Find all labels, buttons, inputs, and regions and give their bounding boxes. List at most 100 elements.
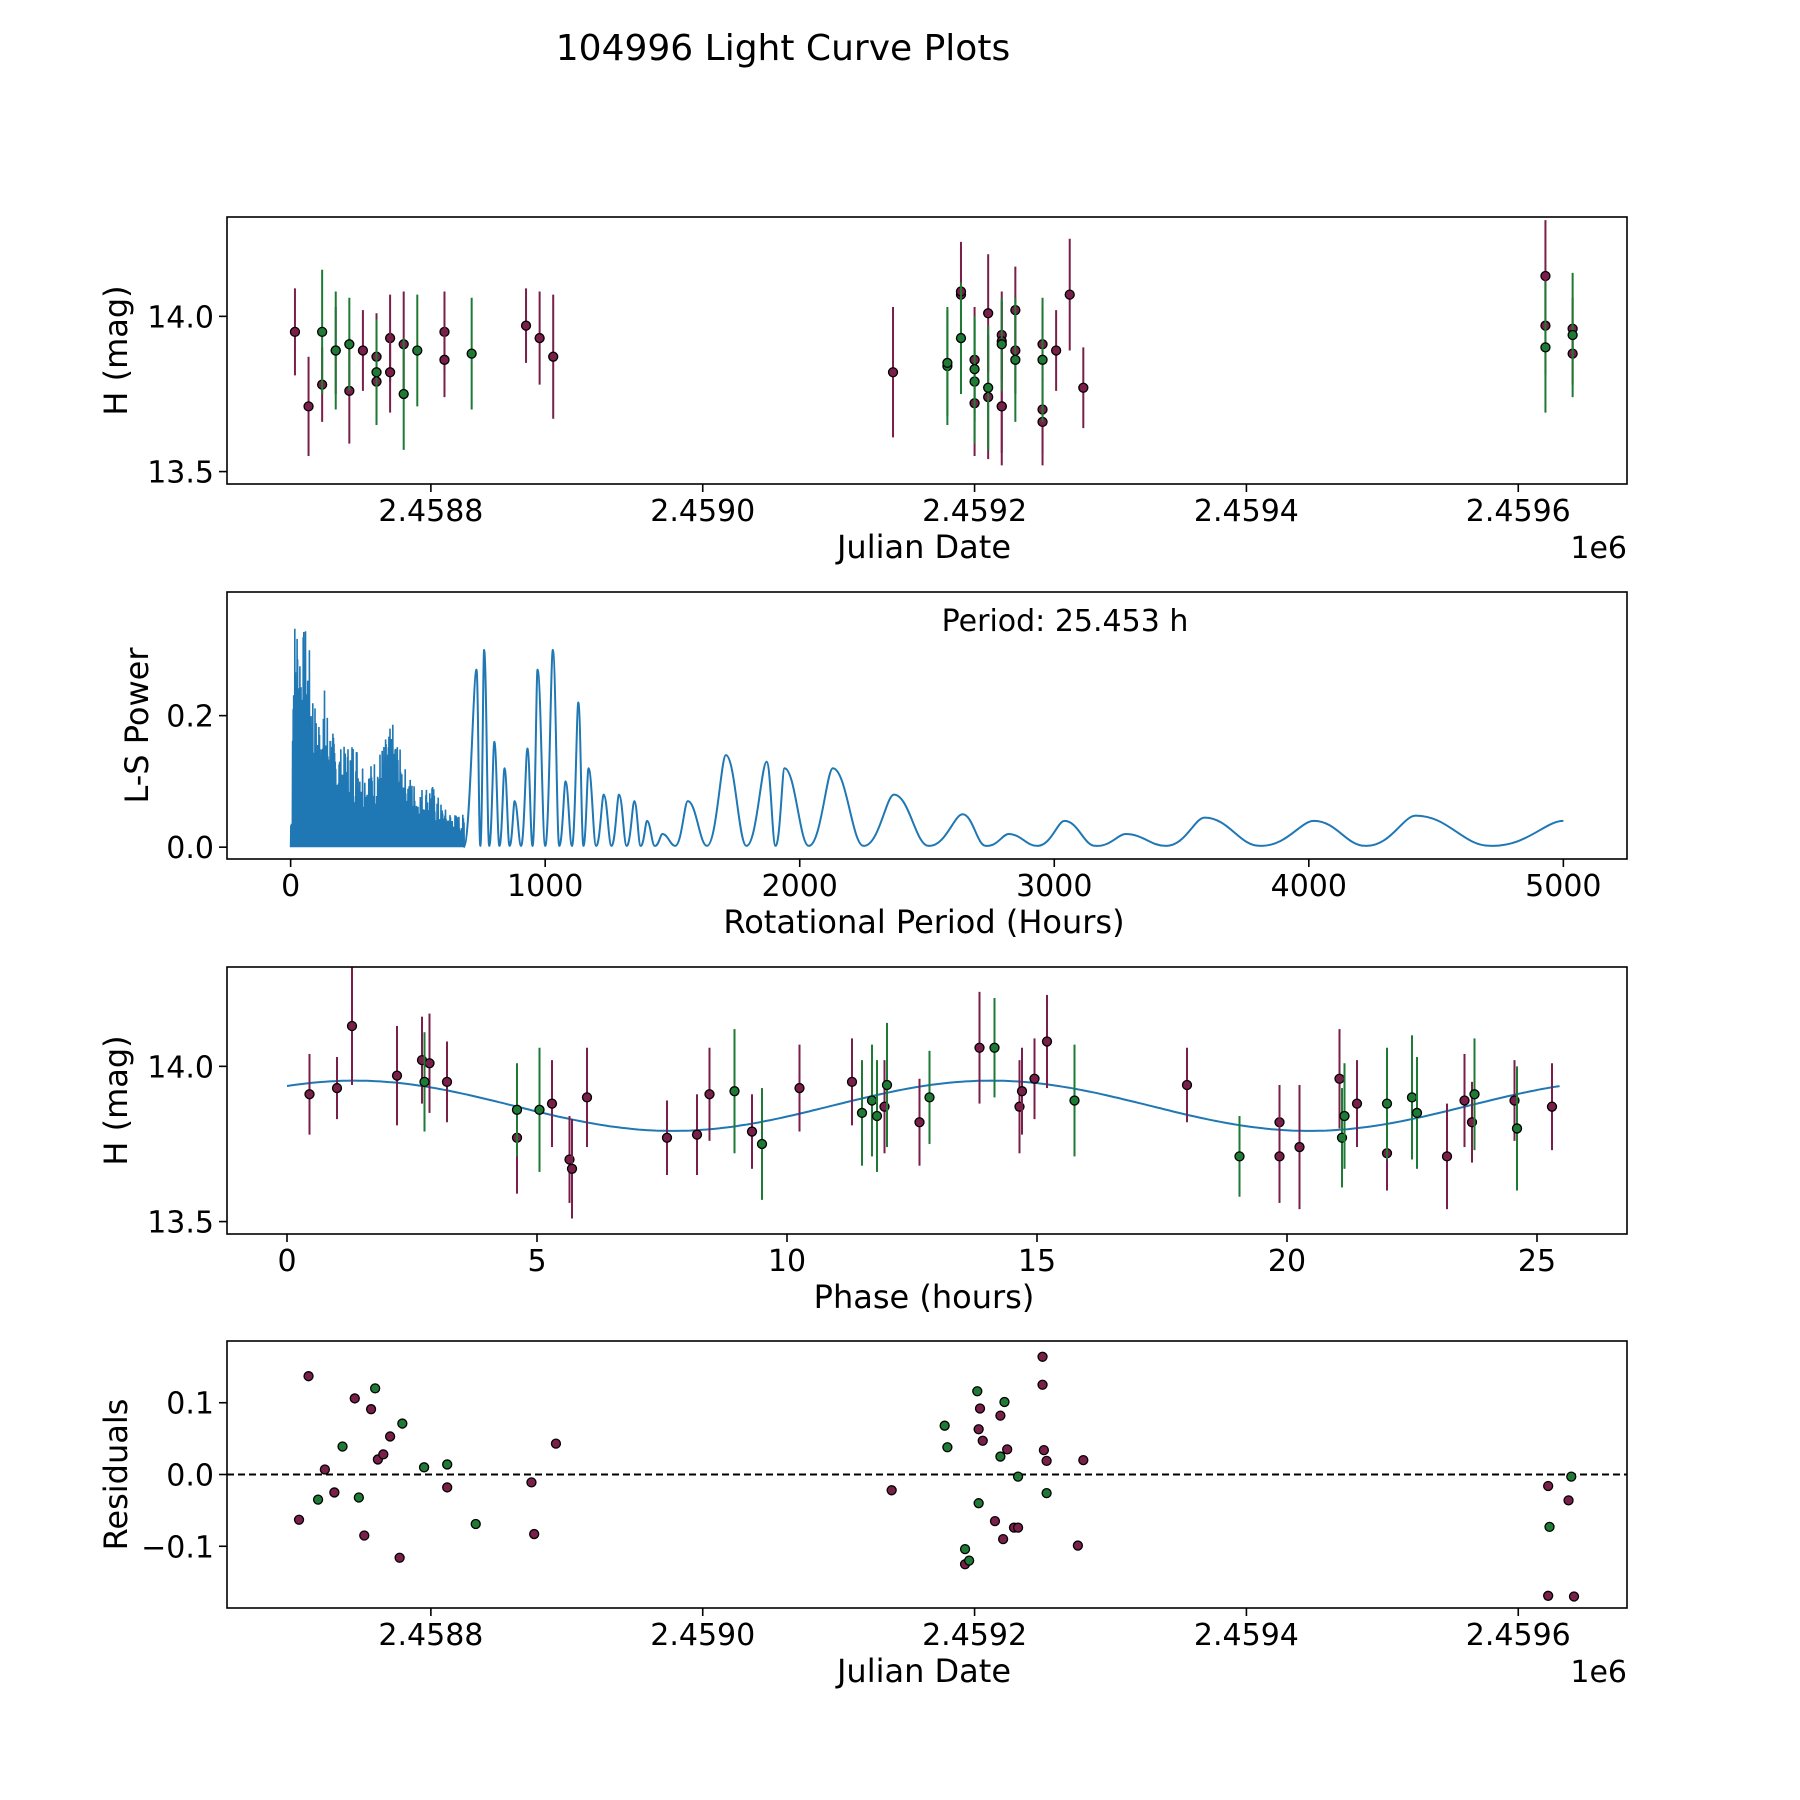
data-point xyxy=(312,1494,324,1505)
data-point xyxy=(756,1138,768,1150)
data-point xyxy=(972,1386,983,1397)
data-point xyxy=(955,332,967,344)
data-point xyxy=(1543,1590,1554,1601)
data-point xyxy=(983,382,994,393)
data-point xyxy=(1563,1495,1574,1506)
x-tick-label: 0 xyxy=(281,869,300,904)
data-point xyxy=(1566,1471,1577,1482)
panels: 2.4588 2.4590 2.4592 2.4594 2.4596 13.5 14.0 Ju… xyxy=(97,216,1628,1690)
data-point xyxy=(887,367,899,378)
data-point xyxy=(1041,1455,1052,1467)
data-point xyxy=(359,1530,370,1541)
x-tick-label: 15 xyxy=(1018,1244,1056,1279)
data-point xyxy=(997,1533,1009,1545)
data-point xyxy=(1459,1095,1470,1106)
data-point xyxy=(881,1079,893,1091)
x-tick-label: 2.4592 xyxy=(922,1618,1027,1653)
data-point xyxy=(371,367,382,378)
data-point xyxy=(349,1393,360,1404)
data-point xyxy=(384,367,396,378)
data-point xyxy=(1334,1073,1345,1084)
x-tick-label: 2.4588 xyxy=(378,1618,483,1653)
y-tick-label: 13.5 xyxy=(147,1206,214,1241)
data-point xyxy=(983,308,994,319)
data-point xyxy=(1411,1107,1423,1119)
data-point xyxy=(331,1082,343,1094)
data-point xyxy=(1041,1036,1053,1047)
periodogram-plot-area xyxy=(289,628,1564,849)
data-point xyxy=(1540,342,1551,353)
data-point xyxy=(977,1435,988,1446)
data-point xyxy=(470,1518,481,1530)
data-point xyxy=(289,326,301,338)
data-point xyxy=(370,1383,381,1394)
figure-title: 104996 Light Curve Plots xyxy=(556,28,1010,69)
data-point xyxy=(939,1420,950,1431)
y-tick-label: 0.0 xyxy=(166,1459,214,1494)
x-offset-label: 1e6 xyxy=(1570,1655,1627,1690)
data-point xyxy=(1037,354,1048,365)
data-point xyxy=(995,1410,1006,1421)
data-point xyxy=(846,1076,858,1088)
x-tick-label: 4000 xyxy=(1271,869,1347,904)
data-point xyxy=(989,1042,1000,1053)
x-tick-label: 2.4590 xyxy=(650,1618,755,1653)
data-point xyxy=(384,1431,396,1442)
data-point xyxy=(398,388,409,400)
lightcurve-plot-area xyxy=(289,220,1578,466)
x-tick-label: 2000 xyxy=(762,869,838,904)
data-point xyxy=(397,1418,408,1429)
data-point xyxy=(914,1117,925,1128)
data-point xyxy=(1037,1379,1048,1390)
data-point xyxy=(1064,289,1075,300)
data-point xyxy=(329,1487,340,1498)
data-point xyxy=(330,345,341,356)
lightcurve-panel: 2.4588 2.4590 2.4592 2.4594 2.4596 13.5 14.0 Ju… xyxy=(97,216,1628,566)
y-tick-label: 14.0 xyxy=(147,300,214,335)
x-tick-label: 0 xyxy=(277,1244,296,1279)
data-point xyxy=(974,1042,985,1053)
x-tick-label: 20 xyxy=(1268,1244,1306,1279)
data-point xyxy=(1511,1123,1523,1134)
data-point xyxy=(1038,1444,1050,1456)
green-filter-series xyxy=(312,1383,1577,1566)
y-axis-label: H (mag) xyxy=(97,285,135,415)
data-point xyxy=(412,345,423,356)
data-point xyxy=(526,1477,537,1488)
data-point xyxy=(304,1089,315,1100)
x-axis-label: Phase (hours) xyxy=(814,1278,1035,1316)
data-point xyxy=(419,1076,430,1088)
data-point xyxy=(441,1076,453,1088)
y-axis-label: L-S Power xyxy=(118,647,156,804)
sinusoid-model-curve xyxy=(286,1079,1560,1132)
data-point xyxy=(534,332,545,344)
data-point xyxy=(973,1424,984,1435)
y-tick-label: 0.1 xyxy=(166,1387,214,1422)
x-tick-label: 2.4588 xyxy=(378,494,483,529)
data-point xyxy=(963,1555,975,1566)
data-point xyxy=(353,1492,364,1503)
data-point xyxy=(566,1163,578,1174)
data-point xyxy=(989,1516,1001,1527)
data-point xyxy=(337,1441,348,1452)
data-point xyxy=(1041,1488,1052,1499)
data-point xyxy=(1339,1110,1350,1122)
data-point xyxy=(1029,1073,1040,1084)
y-tick-label: 13.5 xyxy=(147,456,214,491)
data-point xyxy=(704,1089,715,1100)
periodogram-noise-region xyxy=(289,628,465,848)
data-point xyxy=(1012,1471,1024,1482)
data-point xyxy=(1037,1351,1048,1362)
data-point xyxy=(1274,1151,1285,1162)
residuals-panel: 2.4588 2.4590 2.4592 2.4594 2.4596 −0.1 0.0 0.1… xyxy=(97,1340,1628,1690)
data-point xyxy=(871,1110,883,1122)
data-point xyxy=(529,1528,540,1540)
data-point xyxy=(581,1092,593,1103)
data-point xyxy=(365,1404,377,1415)
data-point xyxy=(357,345,369,356)
data-point xyxy=(346,1020,358,1032)
data-point xyxy=(969,363,980,375)
data-point xyxy=(1406,1092,1418,1103)
